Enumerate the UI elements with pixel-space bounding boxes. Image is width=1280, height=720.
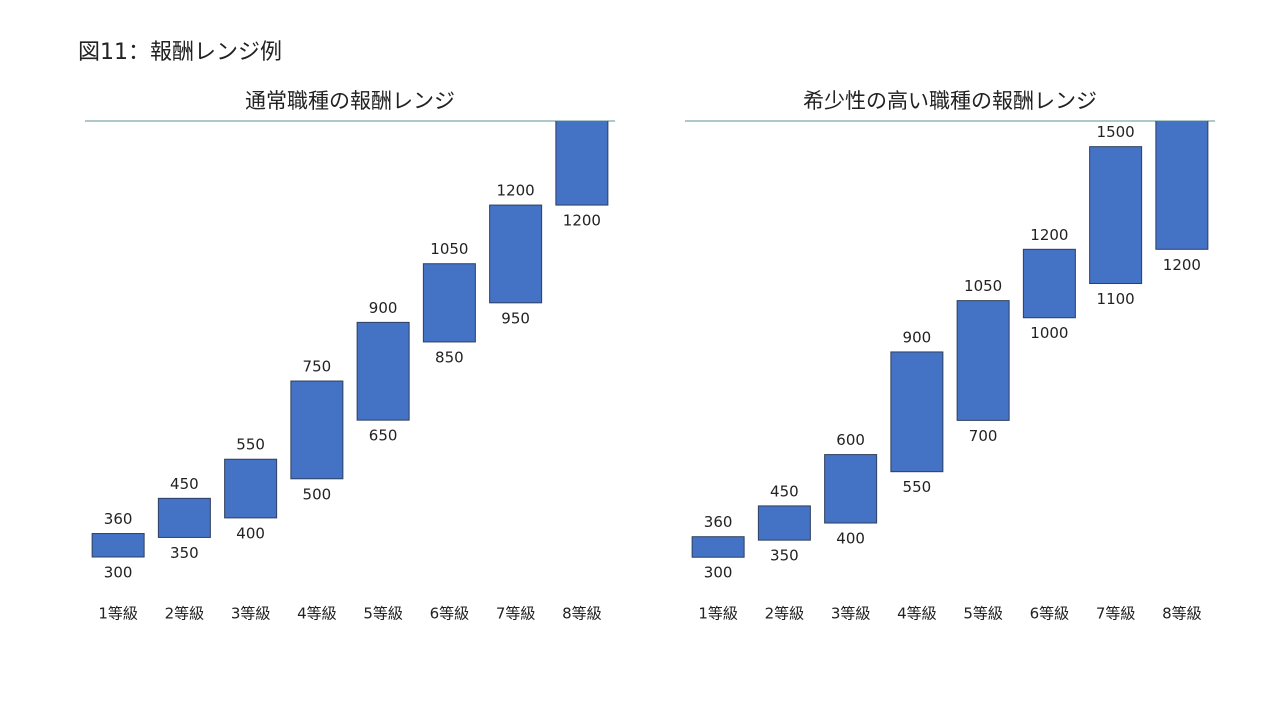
high-label: 1050 bbox=[964, 277, 1002, 295]
high-label: 550 bbox=[236, 436, 265, 454]
high-label: 900 bbox=[369, 299, 398, 317]
x-tick-label: 7等級 bbox=[1096, 605, 1136, 623]
x-tick-label: 3等級 bbox=[831, 605, 871, 623]
high-label: 750 bbox=[303, 358, 332, 376]
range-bar bbox=[890, 351, 944, 473]
x-tick-label: 5等級 bbox=[963, 605, 1003, 623]
x-tick-label: 6等級 bbox=[1030, 605, 1070, 623]
low-label: 850 bbox=[435, 348, 464, 366]
plot bbox=[691, 121, 1209, 558]
page-title: 図11：報酬レンジ例 bbox=[78, 40, 282, 65]
range-bar bbox=[555, 121, 609, 206]
range-bar bbox=[1155, 121, 1209, 250]
low-label: 650 bbox=[369, 427, 398, 445]
low-label: 500 bbox=[303, 485, 332, 503]
x-tick-label: 6等級 bbox=[430, 605, 470, 623]
low-label: 550 bbox=[903, 478, 932, 496]
low-label: 1200 bbox=[563, 212, 601, 230]
low-label: 400 bbox=[836, 530, 865, 548]
range-bar bbox=[422, 263, 476, 343]
range-bar bbox=[1022, 248, 1076, 319]
low-label: 400 bbox=[236, 524, 265, 542]
x-tick-label: 7等級 bbox=[496, 605, 536, 623]
high-label: 1500 bbox=[1097, 123, 1135, 141]
range-bar bbox=[224, 458, 278, 519]
range-bar bbox=[824, 454, 878, 524]
low-label: 700 bbox=[969, 427, 998, 445]
x-tick-label: 2等級 bbox=[165, 605, 205, 623]
x-tick-label: 5等級 bbox=[363, 605, 403, 623]
chart-title: 希少性の高い職種の報酬レンジ bbox=[803, 89, 1097, 113]
high-label: 360 bbox=[704, 513, 733, 531]
low-label: 300 bbox=[704, 564, 733, 582]
high-label: 1050 bbox=[430, 240, 468, 258]
low-label: 950 bbox=[501, 309, 530, 327]
range-bar bbox=[290, 380, 344, 480]
x-tick-label: 4等級 bbox=[297, 605, 337, 623]
high-label: 450 bbox=[170, 475, 199, 493]
high-label: 900 bbox=[903, 328, 932, 346]
range-bar bbox=[757, 505, 811, 541]
low-label: 1000 bbox=[1030, 324, 1068, 342]
x-tick-label: 4等級 bbox=[897, 605, 937, 623]
x-tick-label: 8等級 bbox=[1162, 605, 1202, 623]
range-bar bbox=[691, 536, 745, 558]
range-bar bbox=[356, 321, 410, 421]
range-bar bbox=[91, 533, 145, 558]
low-label: 1100 bbox=[1097, 290, 1135, 308]
range-bar bbox=[157, 497, 211, 538]
chart-title: 通常職種の報酬レンジ bbox=[245, 89, 455, 113]
high-label: 360 bbox=[104, 510, 133, 528]
range-bar bbox=[956, 300, 1010, 421]
low-label: 350 bbox=[170, 544, 199, 562]
x-tick-label: 1等級 bbox=[98, 605, 138, 623]
range-bar bbox=[1089, 146, 1143, 285]
high-label: 450 bbox=[770, 482, 799, 500]
low-label: 350 bbox=[770, 547, 799, 565]
low-label: 1200 bbox=[1163, 256, 1201, 274]
low-label: 300 bbox=[104, 563, 133, 581]
high-label: 1200 bbox=[1030, 226, 1068, 244]
high-label: 1200 bbox=[497, 182, 535, 200]
range-bar bbox=[489, 204, 543, 304]
high-label: 600 bbox=[836, 431, 865, 449]
x-tick-label: 1等級 bbox=[698, 605, 738, 623]
plot bbox=[91, 121, 609, 558]
x-tick-label: 3等級 bbox=[231, 605, 271, 623]
x-tick-label: 8等級 bbox=[562, 605, 602, 623]
x-tick-label: 2等級 bbox=[765, 605, 805, 623]
